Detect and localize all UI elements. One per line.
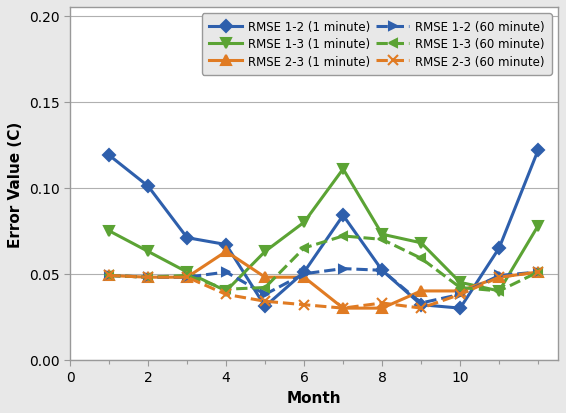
Line: RMSE 2-3 (1 minute): RMSE 2-3 (1 minute) <box>104 247 543 313</box>
RMSE 1-3 (1 minute) <box>496 289 503 294</box>
RMSE 1-3 (1 minute) <box>261 249 268 254</box>
RMSE 1-2 (1 minute) <box>301 270 307 275</box>
RMSE 2-3 (60 minute) <box>301 302 307 307</box>
Line: RMSE 1-3 (1 minute): RMSE 1-3 (1 minute) <box>104 165 543 296</box>
RMSE 1-3 (60 minute) <box>418 256 424 261</box>
X-axis label: Month: Month <box>286 390 341 405</box>
RMSE 1-3 (60 minute) <box>145 275 152 280</box>
RMSE 2-3 (60 minute) <box>379 301 385 306</box>
RMSE 2-3 (60 minute) <box>457 292 464 297</box>
RMSE 1-3 (1 minute) <box>145 249 152 254</box>
RMSE 1-2 (60 minute) <box>535 270 542 275</box>
RMSE 1-2 (60 minute) <box>496 273 503 278</box>
RMSE 2-3 (60 minute) <box>145 275 152 280</box>
RMSE 2-3 (1 minute) <box>535 270 542 275</box>
RMSE 2-3 (1 minute) <box>379 306 385 311</box>
RMSE 2-3 (1 minute) <box>184 275 191 280</box>
RMSE 1-3 (1 minute) <box>457 280 464 285</box>
RMSE 1-3 (1 minute) <box>106 229 113 234</box>
RMSE 1-2 (60 minute) <box>301 272 307 277</box>
RMSE 1-2 (1 minute) <box>106 153 113 158</box>
RMSE 1-2 (60 minute) <box>222 270 229 275</box>
RMSE 1-3 (60 minute) <box>222 287 229 292</box>
RMSE 1-3 (60 minute) <box>340 234 346 239</box>
RMSE 1-3 (60 minute) <box>496 289 503 294</box>
RMSE 1-2 (1 minute) <box>261 304 268 309</box>
RMSE 1-2 (1 minute) <box>145 184 152 189</box>
Line: RMSE 1-3 (60 minute): RMSE 1-3 (60 minute) <box>105 232 542 295</box>
RMSE 1-3 (60 minute) <box>535 270 542 275</box>
RMSE 1-2 (1 minute) <box>184 235 191 240</box>
RMSE 2-3 (60 minute) <box>418 306 424 311</box>
RMSE 2-3 (1 minute) <box>222 249 229 254</box>
RMSE 1-2 (1 minute) <box>222 242 229 247</box>
RMSE 1-3 (60 minute) <box>261 285 268 290</box>
RMSE 2-3 (1 minute) <box>145 275 152 280</box>
RMSE 1-3 (60 minute) <box>379 237 385 242</box>
RMSE 1-2 (1 minute) <box>457 306 464 311</box>
RMSE 2-3 (60 minute) <box>535 270 542 275</box>
RMSE 1-2 (60 minute) <box>184 275 191 280</box>
RMSE 1-3 (1 minute) <box>379 232 385 237</box>
Y-axis label: Error Value (C): Error Value (C) <box>8 121 23 247</box>
Line: RMSE 2-3 (60 minute): RMSE 2-3 (60 minute) <box>104 268 543 313</box>
RMSE 2-3 (1 minute) <box>106 273 113 278</box>
RMSE 1-2 (60 minute) <box>145 275 152 280</box>
RMSE 2-3 (1 minute) <box>340 306 346 311</box>
RMSE 2-3 (1 minute) <box>457 289 464 294</box>
RMSE 1-2 (1 minute) <box>418 302 424 307</box>
RMSE 1-2 (60 minute) <box>457 292 464 297</box>
RMSE 2-3 (60 minute) <box>340 306 346 311</box>
RMSE 1-2 (60 minute) <box>379 268 385 273</box>
RMSE 2-3 (60 minute) <box>106 273 113 278</box>
RMSE 2-3 (60 minute) <box>184 275 191 280</box>
RMSE 2-3 (60 minute) <box>496 275 503 280</box>
RMSE 1-2 (60 minute) <box>261 292 268 297</box>
RMSE 2-3 (1 minute) <box>496 275 503 280</box>
Line: RMSE 1-2 (1 minute): RMSE 1-2 (1 minute) <box>105 147 542 313</box>
RMSE 1-2 (1 minute) <box>379 268 385 273</box>
RMSE 2-3 (1 minute) <box>301 275 307 280</box>
RMSE 1-3 (1 minute) <box>222 289 229 294</box>
RMSE 1-3 (1 minute) <box>340 167 346 172</box>
RMSE 1-2 (1 minute) <box>496 246 503 251</box>
RMSE 1-2 (60 minute) <box>418 301 424 306</box>
RMSE 2-3 (1 minute) <box>418 289 424 294</box>
RMSE 1-3 (60 minute) <box>301 246 307 251</box>
RMSE 1-3 (1 minute) <box>418 241 424 246</box>
RMSE 1-2 (60 minute) <box>340 266 346 271</box>
RMSE 2-3 (60 minute) <box>261 299 268 304</box>
RMSE 1-2 (60 minute) <box>106 273 113 278</box>
RMSE 2-3 (60 minute) <box>222 292 229 297</box>
RMSE 1-3 (1 minute) <box>301 220 307 225</box>
RMSE 1-2 (1 minute) <box>535 148 542 153</box>
RMSE 2-3 (1 minute) <box>261 275 268 280</box>
RMSE 1-3 (60 minute) <box>184 273 191 278</box>
RMSE 1-3 (1 minute) <box>535 223 542 228</box>
Legend: RMSE 1-2 (1 minute), RMSE 1-3 (1 minute), RMSE 2-3 (1 minute), RMSE 1-2 (60 minu: RMSE 1-2 (1 minute), RMSE 1-3 (1 minute)… <box>202 14 552 76</box>
RMSE 1-3 (1 minute) <box>184 270 191 275</box>
Line: RMSE 1-2 (60 minute): RMSE 1-2 (60 minute) <box>105 265 542 307</box>
RMSE 1-3 (60 minute) <box>457 285 464 290</box>
RMSE 1-2 (1 minute) <box>340 213 346 218</box>
RMSE 1-3 (60 minute) <box>106 273 113 278</box>
